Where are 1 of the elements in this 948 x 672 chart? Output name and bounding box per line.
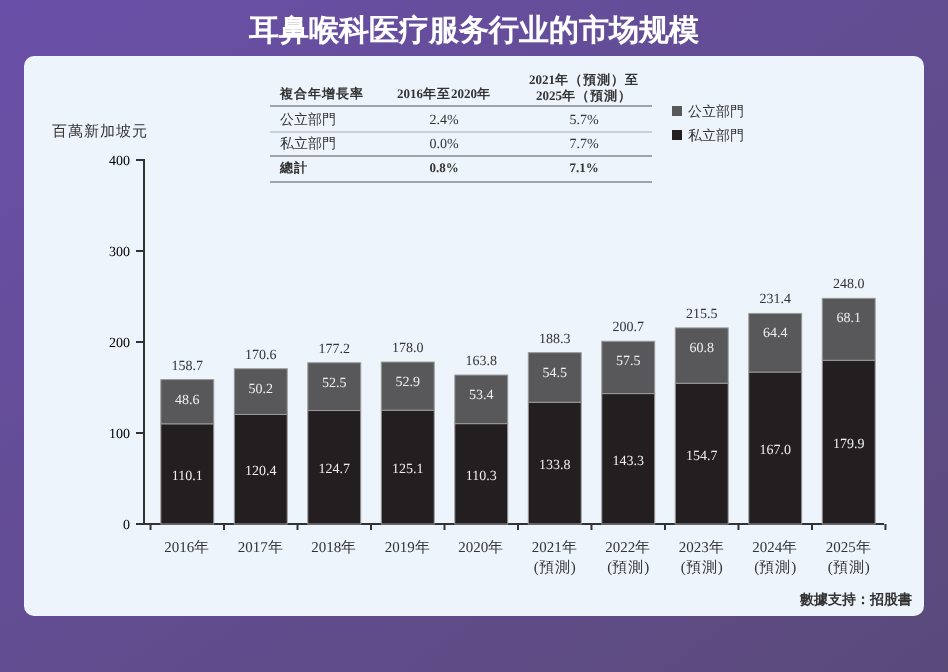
chart-title: 耳鼻喉科医疗服务行业的市场规模 [247, 12, 701, 48]
